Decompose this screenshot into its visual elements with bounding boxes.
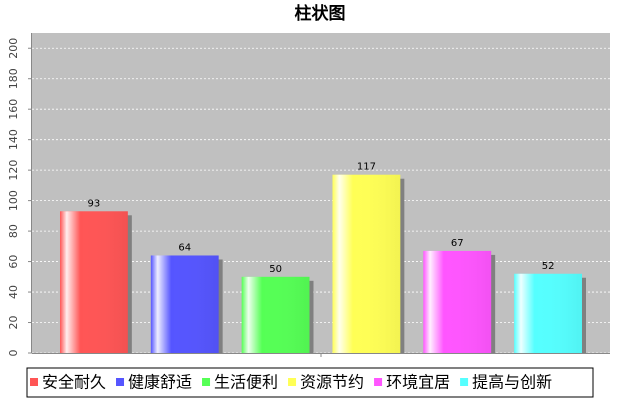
y-tick-label: 180 bbox=[7, 68, 20, 89]
legend-label: 提高与创新 bbox=[472, 373, 552, 392]
data-label: 50 bbox=[269, 264, 282, 275]
data-label: 93 bbox=[88, 198, 101, 209]
legend-label: 资源节约 bbox=[300, 373, 364, 392]
legend-label: 环境宜居 bbox=[386, 373, 450, 392]
y-tick-label: 40 bbox=[7, 285, 20, 299]
y-tick-label: 140 bbox=[7, 129, 20, 150]
bar-shine bbox=[150, 255, 219, 353]
y-tick-label: 120 bbox=[7, 160, 20, 181]
bar-shine bbox=[241, 276, 310, 353]
chart-title: 柱状图 bbox=[295, 3, 346, 24]
y-tick-label: 0 bbox=[7, 350, 20, 357]
legend-swatch bbox=[30, 378, 38, 386]
y-tick-label: 60 bbox=[7, 255, 20, 269]
y-tick-label: 100 bbox=[7, 190, 20, 211]
legend-label: 健康舒适 bbox=[128, 373, 192, 392]
bar-shine bbox=[514, 273, 582, 353]
bar-shine bbox=[60, 211, 128, 353]
data-label: 52 bbox=[542, 261, 555, 272]
bar-shine bbox=[423, 250, 492, 353]
y-tick-label: 160 bbox=[7, 99, 20, 120]
y-tick-label: 20 bbox=[7, 316, 20, 330]
legend-swatch bbox=[460, 378, 469, 386]
data-label: 117 bbox=[357, 162, 376, 173]
y-tick-label: 200 bbox=[7, 38, 20, 59]
bar-shine bbox=[332, 174, 401, 353]
legend-swatch bbox=[116, 378, 125, 386]
legend-label: 生活便利 bbox=[214, 373, 278, 392]
data-label: 64 bbox=[178, 242, 191, 253]
legend-swatch bbox=[288, 378, 297, 386]
y-tick-label: 80 bbox=[7, 224, 20, 238]
legend-label: 安全耐久 bbox=[42, 373, 106, 392]
legend-swatch bbox=[202, 378, 211, 386]
data-label: 67 bbox=[451, 238, 464, 249]
legend-swatch bbox=[374, 378, 383, 386]
